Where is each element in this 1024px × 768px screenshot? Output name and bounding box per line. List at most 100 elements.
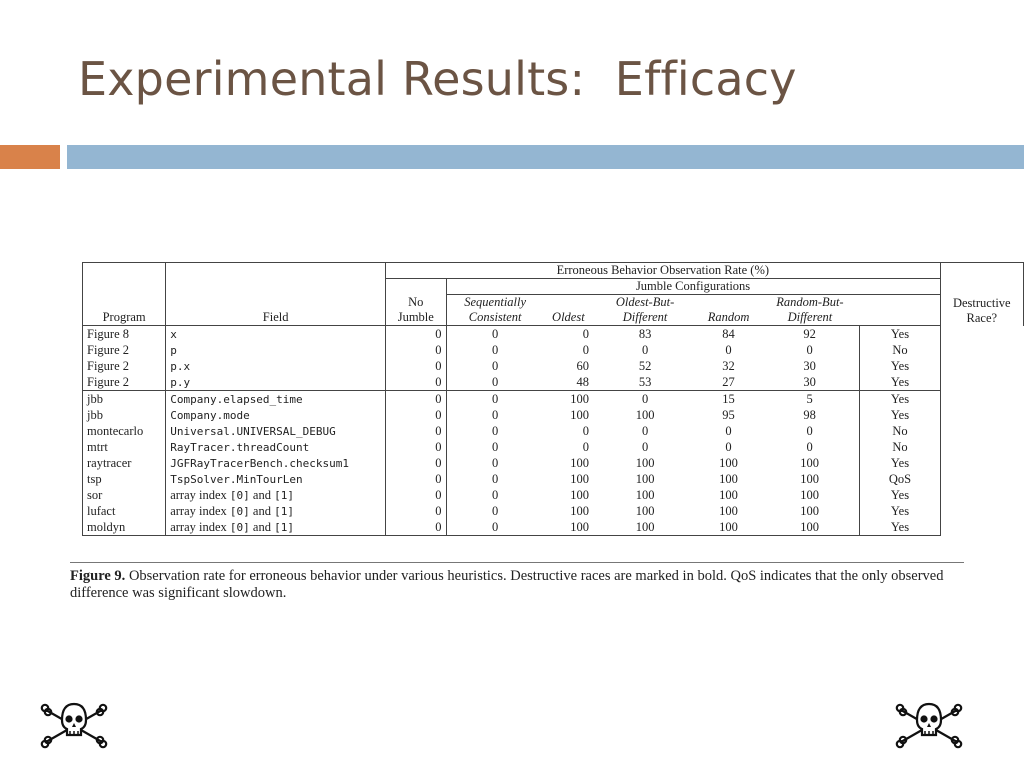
cell-destructive-race: No [859, 342, 941, 358]
cell-random-but-different: 30 [759, 374, 860, 391]
figure-caption: Figure 9. Observation rate for erroneous… [70, 568, 970, 602]
cell-random-but-different: 100 [800, 471, 820, 486]
cell-field: array index [0] and [1] [165, 519, 387, 536]
cell-oldest-but-different: 0 [641, 342, 649, 357]
cell-oldest-but-different: 100 [592, 519, 698, 536]
cell-oldest: 0 [582, 342, 589, 357]
table-row: raytracer JGFRayTracerBench.checksum1 0 0 10… [81, 455, 1024, 471]
table-row: jbb Company.mode 0 0 100 100 95 98 Yes [81, 407, 1024, 423]
cell-random-but-different: 92 [759, 325, 860, 342]
results-table-container: Program Field Erroneous Behavior Observa… [81, 262, 1024, 536]
cell-program: jbb [81, 390, 167, 407]
cell-random: 100 [697, 519, 760, 536]
cell-oldest-but-different: 53 [592, 374, 698, 391]
header-random: Random [697, 294, 760, 326]
cell-field: x [165, 325, 387, 342]
cell-destructive-race: Yes [859, 487, 941, 503]
header-destructive-line1: Destructive [952, 295, 1011, 310]
cell-destructive-race: No [859, 439, 941, 455]
cell-oldest: 0 [582, 423, 589, 438]
header-destructive-race: Destructive Race? [939, 262, 1024, 326]
cell-field: Universal.UNIVERSAL_DEBUG [165, 423, 387, 439]
cell-field: RayTracer.threadCount [165, 439, 387, 455]
cell-random: 84 [697, 325, 760, 342]
cell-field: array index [0] and [1] [165, 487, 387, 503]
cell-no-jumble: 0 [385, 358, 447, 374]
cell-oldest-but-different: 100 [635, 471, 655, 486]
header-random-but-different: Random-But- Different [759, 294, 860, 326]
header-no-jumble-line1: No [408, 295, 424, 309]
field-prefix: array index [170, 503, 230, 518]
cell-oldest: 100 [570, 471, 589, 486]
cell-random: 100 [719, 487, 738, 502]
cell-oldest: 60 [576, 358, 589, 373]
cell-destructive-race: Yes [859, 358, 941, 374]
cell-oldest-but-different: 0 [641, 439, 649, 454]
field-conjunction: and [249, 519, 275, 534]
field-prefix: array index [170, 487, 230, 502]
cell-oldest: 48 [543, 374, 593, 391]
cell-no-jumble: 0 [385, 390, 447, 407]
header-rbd-line2: Different [787, 310, 833, 324]
cell-oldest: 0 [582, 439, 589, 454]
cell-random: 95 [722, 407, 735, 422]
cell-oldest-but-different: 100 [635, 455, 655, 470]
table-row: Figure 2 p.x 0 0 60 52 32 30 Yes [81, 358, 1024, 374]
cell-field: array index [0] and [1] [165, 503, 387, 519]
cell-oldest: 100 [543, 390, 593, 407]
cell-oldest-but-different: 0 [592, 390, 698, 407]
cell-field: Company.elapsed_time [165, 390, 387, 407]
cell-program: raytracer [81, 455, 167, 471]
cell-random-but-different: 0 [806, 439, 813, 454]
table-row: lufact array index [0] and [1] 0 0 100 100 100… [81, 503, 1024, 519]
accent-bar-orange [0, 145, 60, 169]
table-row: sor array index [0] and [1] 0 0 100 100 100 100… [81, 487, 1024, 503]
cell-program: Figure 2 [81, 358, 167, 374]
field-index-b: [1] [274, 488, 294, 502]
table-row: mtrt RayTracer.threadCount 0 0 0 0 0 0 No [81, 439, 1024, 455]
cell-random-but-different: 100 [800, 487, 820, 502]
header-destructive-line2: Race? [966, 310, 998, 325]
cell-destructive-race: Yes [859, 503, 941, 519]
header-obd-line2: Different [622, 310, 668, 324]
cell-no-jumble: 0 [385, 503, 447, 519]
cell-destructive-race: Yes [859, 390, 941, 407]
cell-oldest-but-different: 0 [641, 423, 649, 438]
cell-sequentially-consistent: 0 [492, 455, 499, 470]
cell-sequentially-consistent: 0 [492, 439, 499, 454]
cell-oldest-but-different: 100 [635, 487, 655, 502]
cell-no-jumble: 0 [385, 471, 447, 487]
cell-random-but-different: 100 [759, 519, 860, 536]
header-oldest: Oldest [543, 294, 593, 326]
accent-bar-blue [67, 145, 1024, 169]
cell-sequentially-consistent: 0 [492, 358, 499, 373]
cell-oldest: 0 [543, 325, 593, 342]
header-jumble-configurations: Jumble Configurations [445, 278, 941, 295]
results-table-body: Figure 8 x 0 0 0 83 84 92 Yes Figure 2 p 0 0 0 0 0 0 No Fi… [81, 325, 1024, 536]
slide-title: Experimental Results: Efficacy [78, 52, 797, 106]
cell-random-but-different: 0 [806, 342, 813, 357]
field-index-a: [0] [229, 488, 250, 502]
field-index-a: [0] [229, 504, 250, 518]
cell-random: 27 [697, 374, 760, 391]
table-row: Figure 2 p 0 0 0 0 0 0 No [81, 342, 1024, 358]
cell-program: Figure 8 [81, 325, 167, 342]
cell-oldest-but-different: 100 [635, 407, 655, 422]
cell-no-jumble: 0 [385, 374, 447, 391]
table-row: Figure 8 x 0 0 0 83 84 92 Yes [81, 325, 1024, 342]
header-no-jumble-line2: Jumble [397, 310, 434, 324]
cell-no-jumble: 0 [385, 519, 447, 536]
field-index-a: [0] [229, 520, 250, 534]
header-no-jumble: No Jumble [385, 278, 447, 326]
skull-and-crossbones-icon [40, 702, 108, 749]
cell-oldest-but-different: 100 [635, 503, 655, 518]
cell-field: p.x [165, 358, 387, 374]
results-table: Program Field Erroneous Behavior Observa… [81, 262, 1024, 536]
cell-random: 15 [697, 390, 760, 407]
field-index-b: [1] [274, 520, 294, 534]
cell-destructive-race: No [859, 423, 941, 439]
cell-random: 0 [725, 423, 732, 438]
skull-and-crossbones-icon [895, 702, 963, 749]
cell-no-jumble: 0 [385, 487, 447, 503]
cell-program: moldyn [81, 519, 167, 536]
